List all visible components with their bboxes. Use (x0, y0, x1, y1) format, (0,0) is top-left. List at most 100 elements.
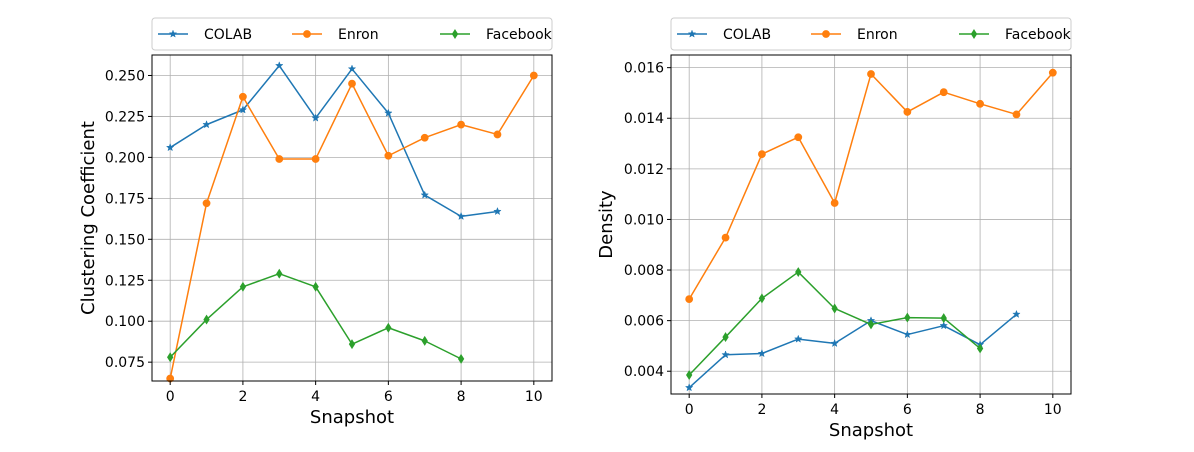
data-point (1048, 68, 1057, 77)
series-line (688, 72, 1054, 300)
data-point (939, 88, 948, 97)
data-point (795, 267, 802, 278)
series-facebook (167, 268, 465, 364)
data-point (202, 199, 211, 208)
data-point (529, 71, 538, 80)
data-point (758, 293, 766, 304)
data-point (276, 268, 283, 279)
legend-frame (670, 17, 1072, 51)
data-point (903, 330, 912, 339)
legend: COLAB Enron Facebook (151, 17, 553, 51)
y-tick-label: 0.200 (105, 150, 145, 166)
data-point (274, 61, 284, 70)
data-point (347, 64, 357, 73)
legend-marker (970, 29, 978, 39)
legend-marker (303, 30, 311, 38)
data-point (275, 155, 284, 163)
grid (671, 55, 1071, 394)
y-tick-label: 0.006 (624, 314, 664, 330)
x-tick-label: 8 (976, 402, 985, 418)
x-tick-label: 0 (166, 389, 175, 405)
data-point (165, 143, 175, 152)
y-tick-label: 0.175 (105, 191, 145, 207)
series-colab (165, 61, 502, 221)
series-colab (684, 309, 1021, 392)
data-point (830, 199, 839, 207)
x-tick-label: 2 (238, 389, 247, 405)
series-line (688, 313, 1017, 389)
y-tick-label: 0.075 (105, 355, 145, 371)
x-tick-label: 2 (757, 402, 766, 418)
x-axis-label: Snapshot (829, 420, 913, 441)
data-point (940, 313, 947, 324)
data-point (238, 105, 248, 114)
chart-panel-1: 0 2 4 6 8 10 0.075 0.100 0.125 0.150 0.175 0.200 0.2… (78, 17, 553, 428)
data-point (457, 353, 465, 364)
data-point (385, 322, 392, 333)
y-tick-label: 0.010 (624, 212, 664, 228)
legend-item-colab: COLAB (677, 27, 771, 43)
data-point (493, 130, 502, 139)
axes-frame (670, 54, 1072, 395)
y-tick-label: 0.014 (624, 111, 664, 127)
series-enron (685, 68, 1057, 304)
legend-marker (687, 29, 697, 38)
data-point (384, 108, 393, 117)
legend-label: Facebook (486, 27, 553, 43)
data-point (722, 332, 729, 343)
legend-label: Facebook (1005, 27, 1072, 43)
data-point (421, 335, 428, 346)
data-point (311, 155, 320, 163)
data-point (202, 120, 211, 129)
legend-item-colab: COLAB (158, 27, 252, 43)
legend-label: COLAB (723, 27, 771, 43)
data-point (903, 108, 912, 116)
data-point (867, 319, 875, 330)
y-tick-label: 0.012 (624, 162, 664, 178)
legend-item-enron: Enron (811, 27, 898, 43)
data-point (685, 295, 694, 304)
grid (152, 55, 552, 381)
x-tick-label: 6 (384, 389, 393, 405)
y-axis-label: Density (596, 190, 617, 259)
series-facebook (686, 267, 984, 380)
y-tick-label: 0.250 (105, 68, 145, 84)
data-point (312, 281, 319, 292)
data-point (904, 312, 911, 323)
data-point (167, 352, 174, 363)
y-axis-label: Clustering Coefficient (78, 121, 99, 315)
data-point (1012, 309, 1021, 318)
legend-frame (151, 17, 553, 51)
y-tick-label: 0.100 (105, 314, 145, 330)
data-point (456, 211, 466, 221)
data-point (348, 339, 356, 350)
legend-marker (451, 29, 459, 39)
x-tick-label: 0 (685, 402, 694, 418)
legend-item-facebook: Facebook (440, 27, 553, 43)
data-point (939, 321, 949, 330)
x-tick-label: 6 (903, 402, 912, 418)
data-point (686, 370, 693, 380)
y-tick-label: 0.150 (105, 232, 145, 248)
legend-item-facebook: Facebook (959, 27, 1072, 43)
y-tick-label: 0.008 (624, 263, 664, 279)
data-point (793, 334, 803, 343)
data-point (1012, 110, 1021, 119)
data-point (457, 120, 465, 129)
data-point (420, 133, 429, 142)
series-line (169, 64, 498, 218)
data-point (757, 349, 767, 358)
x-tick-label: 4 (311, 389, 320, 405)
series-enron (166, 71, 538, 383)
x-tick-label: 10 (525, 389, 543, 405)
y-tick-label: 0.004 (624, 364, 664, 380)
y-tick-label: 0.225 (105, 109, 145, 125)
data-point (239, 92, 247, 101)
x-tick-label: 4 (830, 402, 839, 418)
legend-marker (822, 30, 830, 38)
x-tick-label: 10 (1044, 402, 1062, 418)
data-point (684, 383, 694, 392)
data-point (311, 113, 320, 122)
data-point (758, 150, 766, 159)
axes-frame (151, 54, 553, 382)
